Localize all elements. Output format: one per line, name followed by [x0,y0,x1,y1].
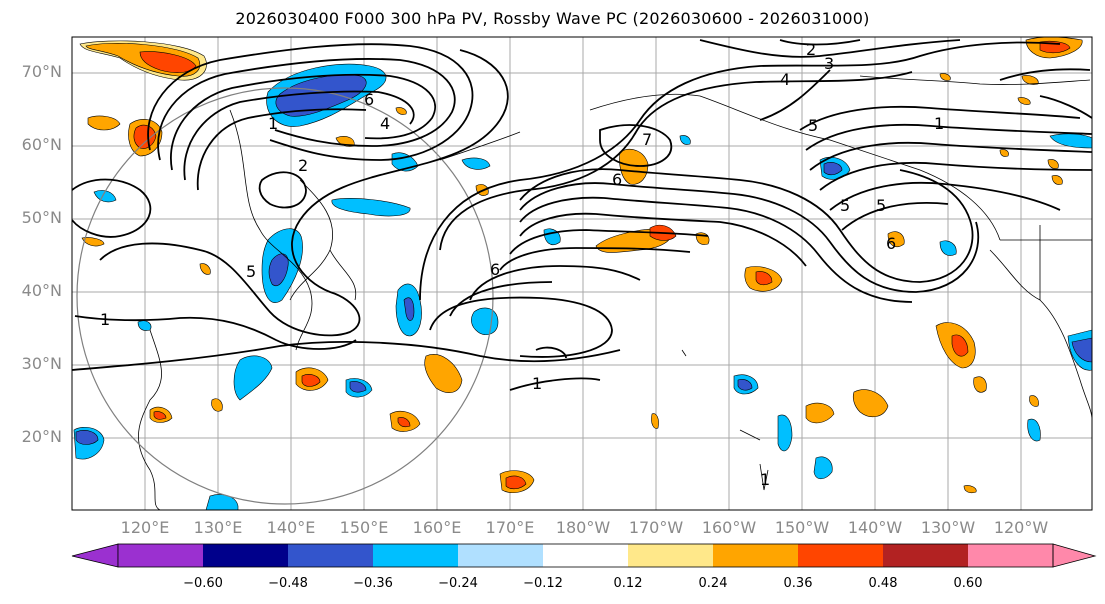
colorbar-bin [118,544,203,567]
contour-label: 5 [808,116,819,135]
colorbar-tick: 0.48 [868,576,898,591]
colorbar-bin [713,544,798,567]
colorbar-tick: −0.24 [438,576,478,591]
map-panel [72,37,1092,510]
contour-label: 2 [298,156,309,175]
contour-label: 1 [268,114,279,133]
chart-title: 2026030400 F000 300 hPa PV, Rossby Wave … [235,9,870,28]
colorbar-bin [798,544,883,567]
colorbar-bin [458,544,543,567]
colorbar-extend-low [71,543,119,568]
contour-label: 2 [806,40,817,59]
contour-label: 4 [380,114,391,133]
contour-label: 1 [532,374,543,393]
lon-label: 160°E [412,518,462,537]
lat-label: 30°N [21,354,62,373]
pv-contours [72,39,1092,391]
contour-label: 6 [490,260,501,279]
map-frame [71,36,1093,511]
colorbar-bin [288,544,373,567]
colorbar-bin [203,544,288,567]
contour-label: 1 [934,114,945,133]
lat-label: 20°N [21,427,62,446]
contour-label: 5 [840,196,851,215]
colorbar-tick: −0.60 [183,576,223,591]
contour-label: 7 [642,130,653,149]
colorbar-tick: 0.36 [783,576,813,591]
contour-label: 6 [364,90,375,109]
lon-label: 140°W [847,518,903,537]
graticule [72,37,1092,510]
lon-label: 170°W [628,518,684,537]
colorbar-tick: 0.60 [953,576,983,591]
lon-label: 120°E [120,518,170,537]
lon-label: 130°W [920,518,976,537]
contour-label: 3 [824,54,835,73]
colorbar-bin [968,544,1053,567]
colorbar [71,543,1097,568]
lon-label: 120°W [993,518,1049,537]
contour-label: 5 [876,196,887,215]
coastlines [138,75,1092,510]
colorbar-bin [543,544,628,567]
contour-label: 6 [886,234,897,253]
contour-label: 4 [780,70,791,89]
colorbar-bin [373,544,458,567]
lon-label: 140°E [266,518,316,537]
colorbar-tick: −0.36 [353,576,393,591]
colorbar-tick: 0.24 [698,576,728,591]
colorbar-extend-high [1052,543,1097,568]
colorbar-bin [883,544,968,567]
contour-label: 1 [760,470,771,489]
positive-anomalies [79,37,1083,494]
lon-label: 180°W [555,518,611,537]
contour-label: 1 [100,310,111,329]
colorbar-tick: 0.12 [613,576,643,591]
lat-label: 50°N [21,208,62,227]
lon-label: 150°W [774,518,830,537]
lon-label: 150°E [339,518,389,537]
lat-label: 60°N [21,135,62,154]
lon-label: 130°E [193,518,243,537]
lon-label: 160°W [701,518,757,537]
lon-label: 170°E [485,518,535,537]
colorbar-bin [628,544,713,567]
reference-circle [76,87,494,505]
contour-label: 5 [246,262,257,281]
lat-label: 70°N [21,62,62,81]
colorbar-tick: −0.12 [523,576,563,591]
lat-label: 40°N [21,281,62,300]
colorbar-tick: −0.48 [268,576,308,591]
contour-label: 6 [612,170,623,189]
